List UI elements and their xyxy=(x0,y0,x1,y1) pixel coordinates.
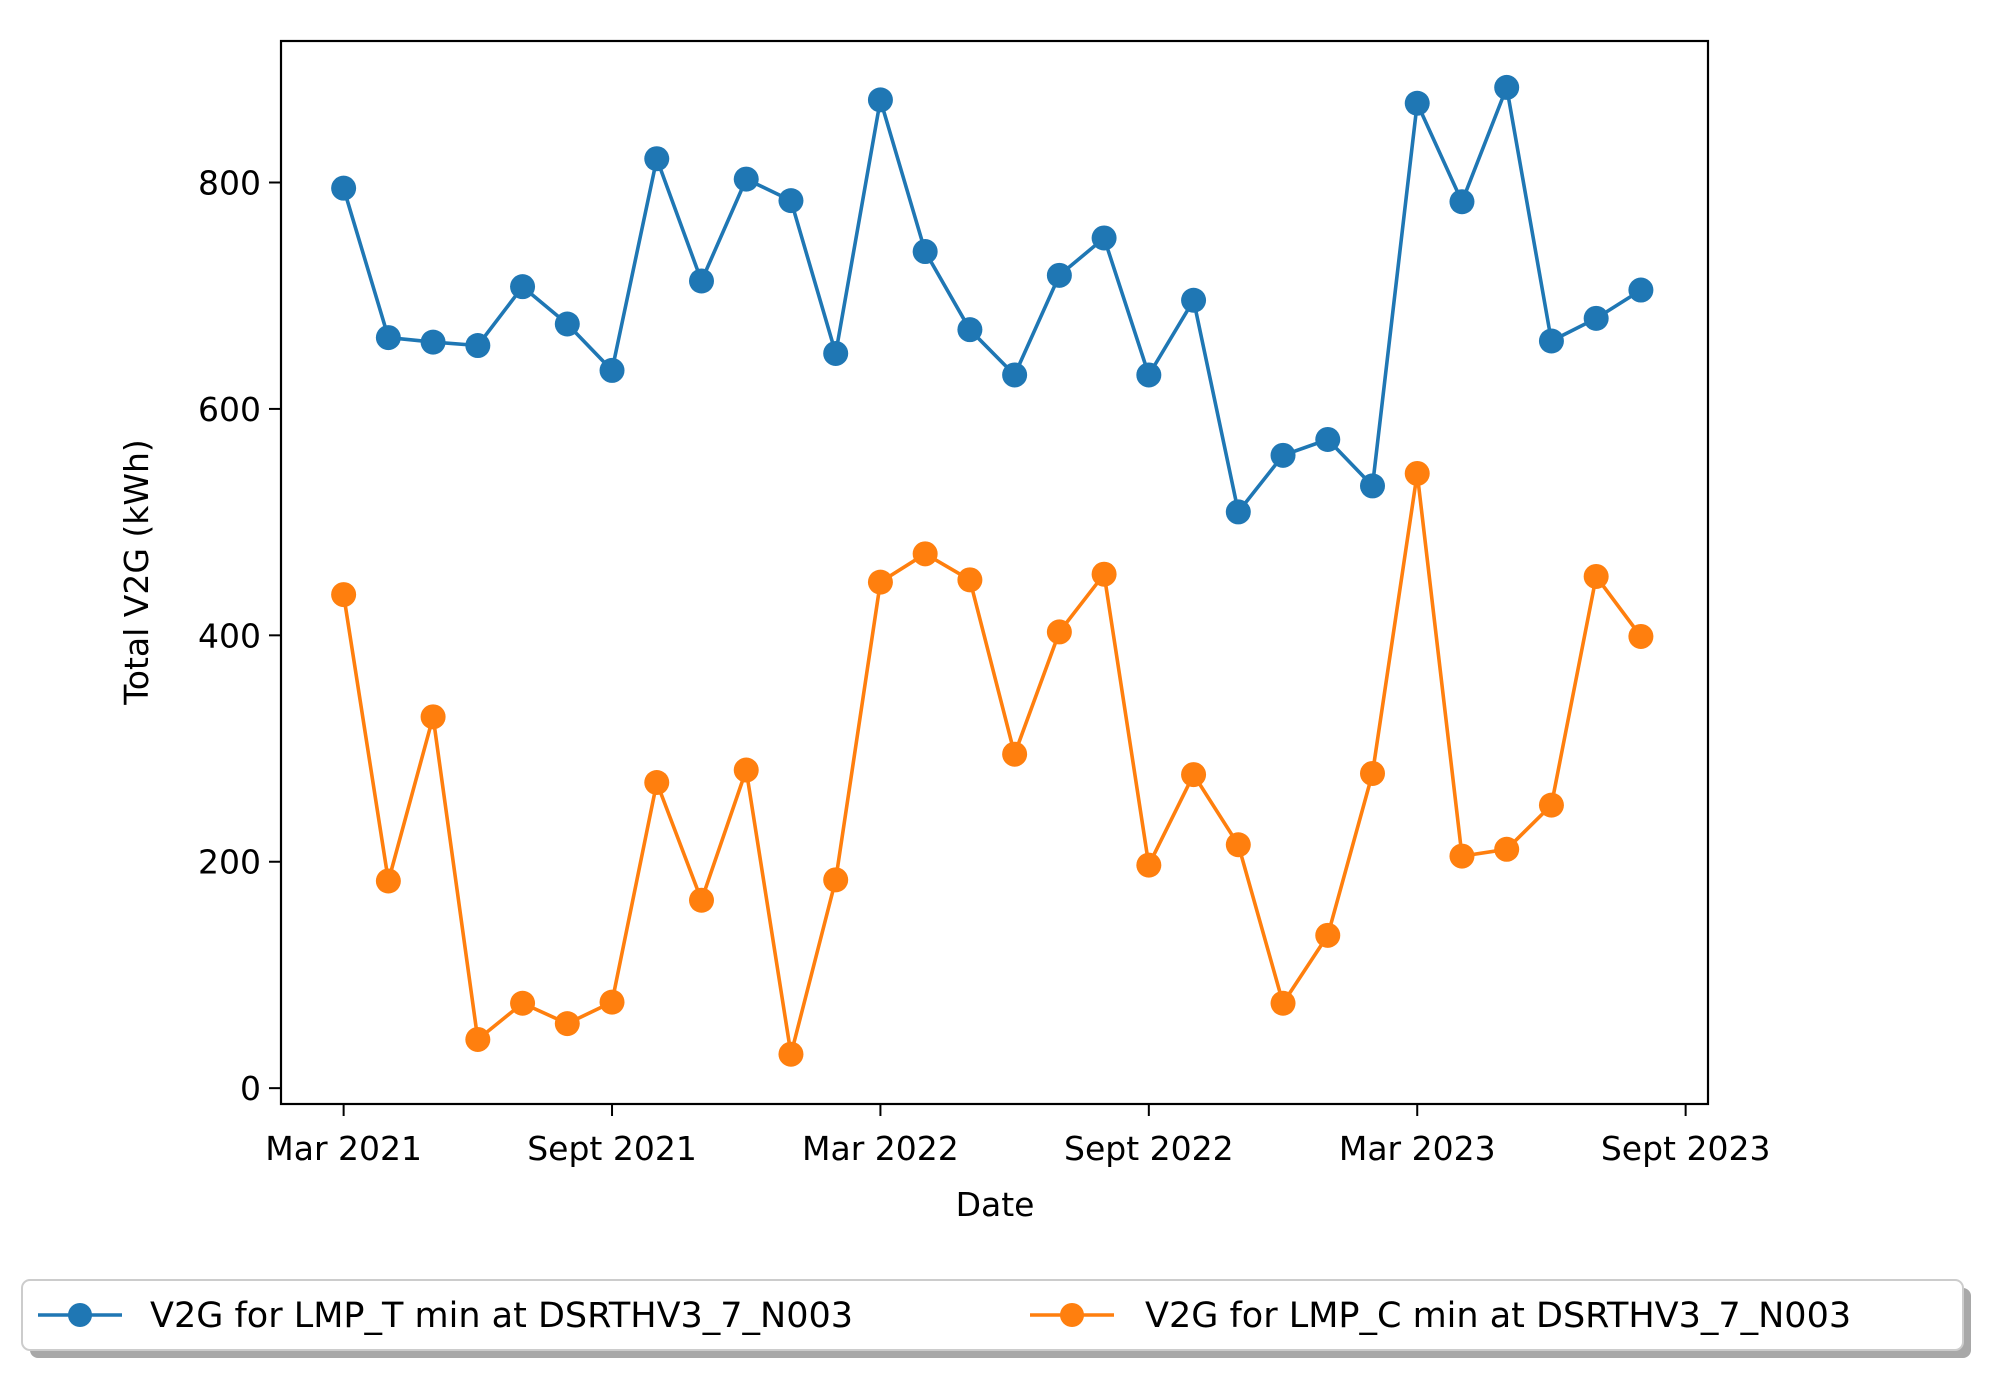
data-point-series-2-2021-03 xyxy=(331,582,357,608)
x-tick-label-0: Mar 2021 xyxy=(265,1129,422,1168)
series-layer xyxy=(331,74,1654,1067)
data-point-series-2-2022-04 xyxy=(912,541,938,567)
legend-entry-series-2: V2G for LMP_C min at DSRTHV3_7_N003 xyxy=(1030,1296,1851,1336)
data-point-series-1-2022-03 xyxy=(867,87,893,113)
data-point-series-2-2023-07 xyxy=(1583,563,1609,589)
data-point-series-2-2022-03 xyxy=(867,569,893,595)
data-point-series-1-2022-10 xyxy=(1181,287,1207,313)
data-point-series-1-2023-01 xyxy=(1315,426,1341,452)
y-axis-label: Total V2G (kWh) xyxy=(117,439,156,706)
data-point-series-1-2021-11 xyxy=(688,268,714,294)
data-point-series-2-2022-06 xyxy=(1002,741,1028,767)
y-tick-label-0: 0 xyxy=(240,1069,261,1108)
data-point-series-2-2023-06 xyxy=(1538,792,1564,818)
data-point-series-1-2022-11 xyxy=(1225,499,1251,525)
y-tick-label-4: 800 xyxy=(198,164,261,203)
y-axis: 0 200 400 600 800 xyxy=(198,164,281,1108)
data-point-series-2-2021-04 xyxy=(375,868,401,894)
data-point-series-1-2021-12 xyxy=(733,166,759,192)
data-point-series-1-2022-06 xyxy=(1002,362,1028,388)
data-point-series-2-2022-01 xyxy=(778,1041,804,1067)
data-point-series-2-2023-04 xyxy=(1449,843,1475,869)
x-tick-label-5: Sept 2023 xyxy=(1601,1129,1771,1168)
data-point-series-2-2022-07 xyxy=(1046,619,1072,645)
x-tick-label-1: Sept 2021 xyxy=(527,1129,697,1168)
legend: V2G for LMP_T min at DSRTHV3_7_N003 V2G … xyxy=(21,1279,1971,1358)
data-point-series-1-2021-06 xyxy=(465,333,491,359)
data-point-series-2-2023-02 xyxy=(1359,760,1385,786)
data-point-series-2-2022-05 xyxy=(957,567,983,593)
data-point-series-2-2023-01 xyxy=(1315,922,1341,948)
data-point-series-1-2021-08 xyxy=(554,311,580,337)
legend-label-series-2: V2G for LMP_C min at DSRTHV3_7_N003 xyxy=(1145,1296,1851,1336)
data-point-series-2-2021-11 xyxy=(688,887,714,913)
legend-box xyxy=(21,1279,1964,1351)
x-tick-label-2: Mar 2022 xyxy=(802,1129,959,1168)
data-point-series-2-2021-08 xyxy=(554,1011,580,1037)
data-point-series-1-2023-06 xyxy=(1538,328,1564,354)
data-point-series-2-2021-12 xyxy=(733,757,759,783)
data-point-series-1-2021-05 xyxy=(420,329,446,355)
legend-label-series-1: V2G for LMP_T min at DSRTHV3_7_N003 xyxy=(150,1296,853,1336)
data-point-series-2-2021-10 xyxy=(644,769,670,795)
legend-marker-series-2 xyxy=(1060,1303,1084,1327)
legend-marker-series-1 xyxy=(68,1303,92,1327)
data-point-series-2-2023-08 xyxy=(1628,623,1654,649)
data-point-series-1-2023-02 xyxy=(1359,473,1385,499)
data-point-series-1-2022-05 xyxy=(957,317,983,343)
data-point-series-1-2021-03 xyxy=(331,175,357,201)
data-point-series-1-2023-07 xyxy=(1583,305,1609,331)
data-point-series-1-2022-12 xyxy=(1270,442,1296,468)
y-tick-label-2: 400 xyxy=(198,616,261,655)
data-point-series-2-2021-05 xyxy=(420,704,446,730)
x-axis-label: Date xyxy=(956,1185,1035,1224)
x-tick-label-4: Mar 2023 xyxy=(1339,1129,1496,1168)
plot-frame xyxy=(279,39,1710,1106)
data-point-series-1-2021-10 xyxy=(644,146,670,172)
data-point-series-1-2022-02 xyxy=(823,340,849,366)
data-point-series-1-2023-03 xyxy=(1404,90,1430,116)
data-point-series-1-2021-07 xyxy=(510,274,536,300)
data-point-series-2-2022-10 xyxy=(1181,762,1207,788)
data-point-series-1-2022-01 xyxy=(778,188,804,214)
data-point-series-2-2021-06 xyxy=(465,1026,491,1052)
data-point-series-2-2022-09 xyxy=(1136,852,1162,878)
y-tick-label-1: 200 xyxy=(198,843,261,882)
data-point-series-1-2023-05 xyxy=(1494,74,1520,100)
data-point-series-1-2022-04 xyxy=(912,239,938,265)
data-point-series-2-2021-09 xyxy=(599,989,625,1015)
data-point-series-1-2023-08 xyxy=(1628,277,1654,303)
data-point-series-2-2023-03 xyxy=(1404,460,1430,486)
data-point-series-1-2022-08 xyxy=(1091,225,1117,251)
data-point-series-1-2022-07 xyxy=(1046,262,1072,288)
data-point-series-1-2021-04 xyxy=(375,325,401,351)
data-point-series-2-2022-12 xyxy=(1270,990,1296,1016)
legend-entry-series-1: V2G for LMP_T min at DSRTHV3_7_N003 xyxy=(38,1296,853,1336)
data-point-series-1-2021-09 xyxy=(599,357,625,383)
data-point-series-2-2021-07 xyxy=(510,990,536,1016)
x-tick-label-3: Sept 2022 xyxy=(1064,1129,1234,1168)
data-point-series-2-2022-02 xyxy=(823,867,849,893)
x-axis: Mar 2021 Sept 2021 Mar 2022 Sept 2022 Mar 20… xyxy=(265,1104,1770,1168)
data-point-series-1-2023-04 xyxy=(1449,189,1475,215)
data-point-series-2-2022-11 xyxy=(1225,832,1251,858)
data-point-series-1-2022-09 xyxy=(1136,362,1162,388)
data-point-series-2-2022-08 xyxy=(1091,561,1117,587)
plot-area xyxy=(279,39,1710,1106)
y-tick-label-3: 600 xyxy=(198,390,261,429)
data-point-series-2-2023-05 xyxy=(1494,836,1520,862)
